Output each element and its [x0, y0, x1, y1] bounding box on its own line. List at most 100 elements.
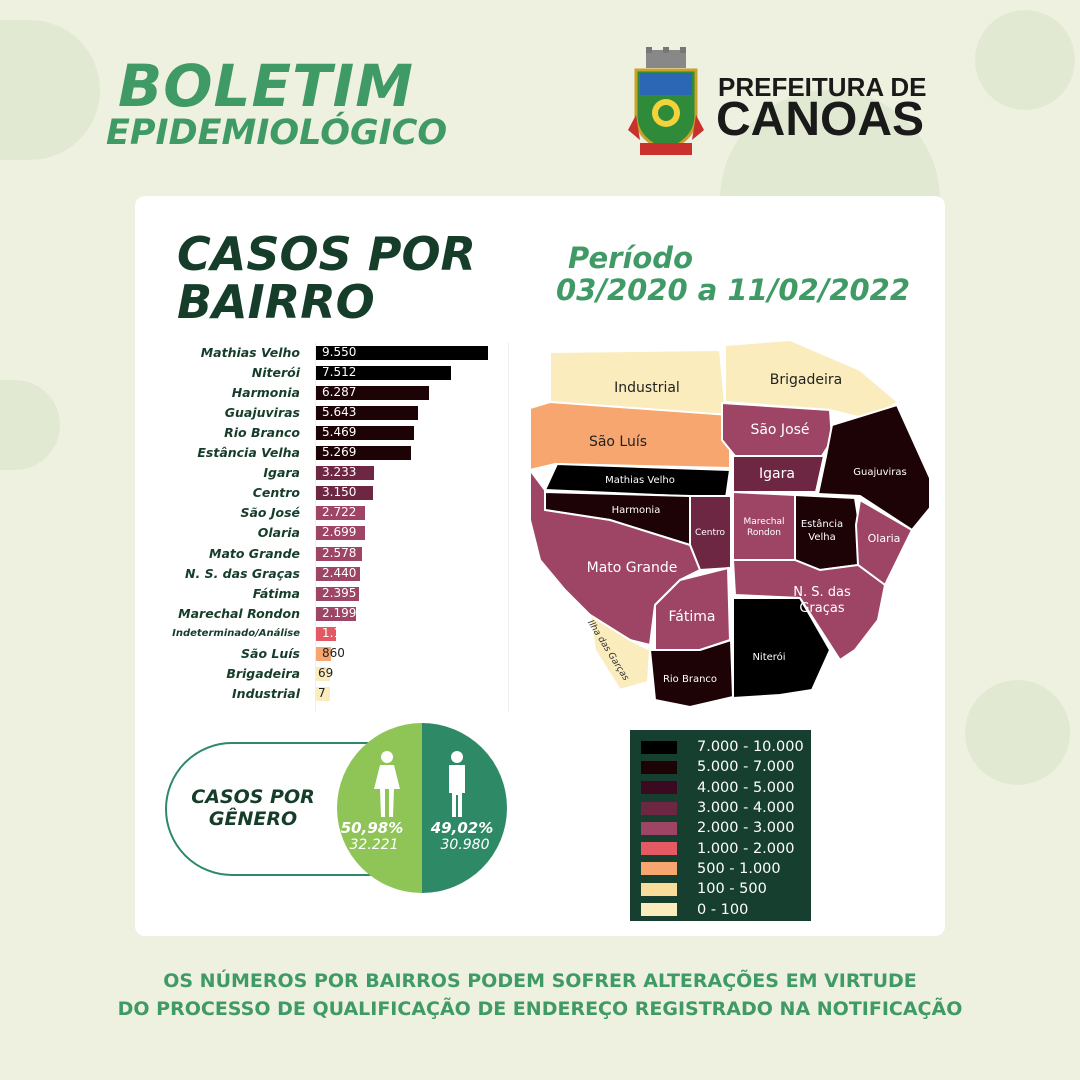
bar [316, 506, 366, 521]
canoas-crest-logo [628, 47, 704, 155]
gender-title: CASOS POR GÊNERO [191, 786, 315, 830]
bar-label: Harmonia [231, 385, 300, 401]
legend-item: 0 - 100 [641, 899, 811, 919]
bar-label: Estância Velha [197, 445, 300, 461]
bar [316, 666, 330, 681]
axis-line [315, 342, 316, 712]
legend-label: 3.000 - 4.000 [697, 800, 795, 817]
bar [316, 686, 330, 701]
bar-value: 9.550 [322, 345, 357, 359]
bar-label: Brigadeira [226, 665, 300, 681]
legend-item: 2.000 - 3.000 [641, 818, 811, 838]
male-slice [422, 723, 507, 893]
map-legend: 7.000 - 10.000 5.000 - 7.000 4.000 - 5.000… [630, 730, 811, 921]
bar [316, 606, 356, 621]
bar [316, 406, 418, 421]
bar-label: São Luís [241, 645, 300, 661]
legend-item: 1.000 - 2.000 [641, 838, 811, 858]
footer-note-line1: OS NÚMEROS POR BAIRROS PODEM SOFRER ALTE… [163, 970, 917, 992]
bar-label: Olaria [257, 525, 300, 541]
legend-swatch [641, 781, 677, 795]
legend-item: 500 - 1.000 [641, 859, 811, 879]
bar [316, 466, 375, 481]
legend-label: 2.000 - 3.000 [697, 820, 795, 837]
bar-label: N. S. das Graças [185, 565, 300, 581]
bar-label: Mathias Velho [200, 345, 300, 360]
bulletin-subtitle: EPIDEMIOLÓGICO [106, 113, 448, 153]
bar-value: 860 [322, 645, 345, 660]
footer-note-line2: DO PROCESSO DE QUALIFICAÇÃO DE ENDEREÇO … [117, 998, 963, 1020]
bar-label: Industrial [232, 685, 300, 701]
bar-value: 2.395 [322, 585, 357, 600]
bar [316, 386, 430, 401]
bar [316, 646, 332, 661]
bar [316, 426, 415, 441]
bulletin-title: BOLETIM [118, 52, 414, 120]
divider [508, 342, 509, 712]
female-slice [337, 723, 422, 893]
legend-swatch [641, 821, 677, 835]
org-name-line2: CANOAS [716, 93, 925, 146]
bar-label: Marechal Rondon [178, 605, 300, 621]
bar-label: Guajuviras [224, 405, 300, 421]
bg-virus-decoration [965, 680, 1070, 785]
legend-label: 7.000 - 10.000 [697, 739, 804, 756]
section-title: CASOS POR BAIRRO [177, 227, 476, 329]
bar-label: Indeterminado/Análise [172, 627, 300, 639]
male-icon [449, 751, 465, 817]
bar-value: 2.722 [322, 505, 357, 520]
bar [316, 566, 360, 581]
bar-value: 3.233 [322, 465, 357, 480]
female-icon [374, 751, 400, 817]
bar-value: 7 [318, 685, 326, 700]
legend-item: 100 - 500 [641, 879, 811, 899]
bar-value: 5.643 [322, 405, 357, 420]
legend-label: 5.000 - 7.000 [697, 759, 795, 776]
bar-value: 5.469 [322, 425, 357, 440]
bar [316, 626, 337, 641]
bar-label: Mato Grande [209, 545, 300, 561]
bar-value: 3.150 [322, 485, 357, 500]
bar-value: 7.512 [322, 365, 357, 380]
legend-swatch [641, 882, 677, 896]
male-count: 30.980 [441, 837, 490, 853]
bar-value: 2.440 [322, 565, 357, 580]
bar-label: Niterói [251, 365, 300, 381]
bar-label: Fátima [252, 585, 300, 601]
legend-label: 4.000 - 5.000 [697, 779, 795, 796]
legend-label: 1.000 - 2.000 [697, 840, 795, 857]
female-percent: 50,98% [341, 819, 403, 837]
bar-label: Igara [263, 465, 300, 481]
legend-item: 7.000 - 10.000 [641, 737, 811, 757]
bar-value: 69 [318, 665, 334, 680]
legend-item: 5.000 - 7.000 [641, 757, 811, 777]
bar [316, 526, 365, 541]
bar [316, 446, 411, 461]
bg-virus-decoration [0, 20, 100, 160]
bar [316, 586, 360, 601]
legend-swatch [641, 862, 677, 876]
period-range: 03/2020 a 11/02/2022 [556, 273, 911, 307]
bar [316, 486, 373, 501]
legend-label: 0 - 100 [697, 901, 749, 918]
male-percent: 49,02% [430, 819, 493, 837]
period: Período 03/2020 a 11/02/2022 [556, 242, 910, 306]
bar-value: 2.578 [322, 545, 357, 560]
org-name-line1: PREFEITURA DE [718, 72, 927, 102]
bar-label: Centro [252, 485, 300, 501]
bar-value: 5.269 [322, 445, 357, 460]
bar [316, 346, 488, 360]
legend-swatch [641, 801, 677, 815]
legend-item: 4.000 - 5.000 [641, 778, 811, 798]
legend-swatch [641, 842, 677, 856]
bar-value: 1.119 [322, 625, 357, 640]
legend-label: 500 - 1.000 [697, 860, 781, 877]
bar-value: 2.199 [322, 605, 357, 620]
legend-swatch [641, 740, 677, 754]
female-count: 32.221 [350, 837, 399, 853]
bar-value: 6.287 [322, 385, 357, 400]
bar [316, 546, 363, 561]
bar [316, 366, 452, 381]
legend-label: 100 - 500 [697, 881, 767, 898]
gender-pie: 50,98% 32.221 49,02% 30.980 [337, 723, 507, 893]
